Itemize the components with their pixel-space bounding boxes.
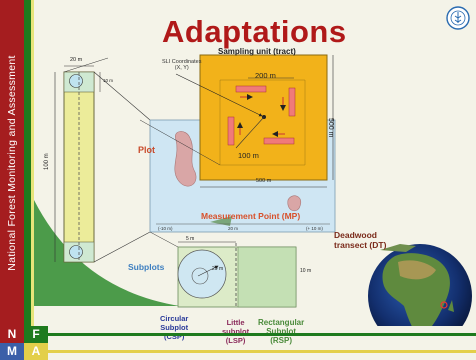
page-title: Adaptations bbox=[162, 14, 347, 49]
letter-n: N bbox=[0, 326, 24, 343]
sub-side-label: 20 m bbox=[212, 266, 224, 272]
plot-width-label: 20 m bbox=[70, 57, 83, 63]
letter-a: A bbox=[24, 343, 48, 360]
tract-bottom-label: 500 m bbox=[256, 178, 272, 184]
ma-row: M A bbox=[0, 343, 476, 360]
csp-radius-arrow bbox=[197, 265, 219, 277]
circular-subplot-label: Circular Subplot (CSP) bbox=[160, 314, 189, 341]
plot-short-label: 10 m bbox=[103, 78, 114, 83]
yellow-divider bbox=[31, 0, 34, 326]
mp-mid-label: 20 m bbox=[228, 226, 239, 231]
nf-row: N F bbox=[0, 326, 476, 343]
little-subplot-area bbox=[191, 267, 209, 285]
sidebar-band bbox=[0, 0, 24, 326]
nfma-bands: N F M A bbox=[0, 326, 476, 360]
sli-label: SLI Coordinates (X, Y) bbox=[162, 59, 202, 71]
connector-line bbox=[93, 71, 151, 121]
deadwood-label: Deadwood transect (DT) bbox=[334, 230, 387, 250]
green-divider bbox=[24, 0, 31, 326]
tract-side-label: 500 m bbox=[327, 118, 334, 138]
sahara-region bbox=[398, 260, 436, 280]
tract-plot-top bbox=[235, 85, 267, 93]
sampling-diagram bbox=[34, 54, 472, 326]
plot-bottom-circle bbox=[69, 245, 83, 259]
tract-inner-side: 200 m bbox=[255, 71, 276, 80]
plot-map-patch bbox=[210, 216, 232, 226]
green-stripe bbox=[48, 333, 476, 336]
madagascar bbox=[448, 300, 454, 312]
letter-f: F bbox=[24, 326, 48, 343]
tract-offset-label: 100 m bbox=[238, 151, 259, 160]
fao-logo-icon bbox=[446, 6, 470, 30]
plot-length-label: 100 m bbox=[44, 153, 50, 170]
little-subplot-label: Little subplot (LSP) bbox=[222, 318, 250, 345]
plot-map-patch bbox=[174, 131, 197, 187]
sub-right-label: 10 m bbox=[300, 268, 312, 274]
connector-line bbox=[139, 119, 221, 166]
measurement-point-label: Measurement Point (MP) bbox=[201, 211, 301, 221]
mp-right-label: (+ 10 m) bbox=[306, 226, 323, 231]
decorative-swoosh bbox=[34, 200, 180, 306]
connector-line bbox=[63, 57, 109, 73]
subplots-label: Subplots bbox=[128, 262, 165, 272]
plot-top-circle bbox=[69, 74, 83, 88]
location-marker bbox=[440, 301, 448, 309]
tract-label: Sampling unit (tract) bbox=[218, 47, 296, 56]
tract-plot-right bbox=[288, 87, 296, 117]
tract-100m-dim bbox=[235, 116, 265, 149]
connector-line bbox=[93, 231, 151, 263]
letter-m: M bbox=[0, 343, 24, 360]
plot-label: Plot bbox=[138, 145, 155, 155]
plot-map-patch bbox=[287, 195, 302, 212]
yellow-stripe bbox=[48, 350, 476, 353]
rectangular-subplot-label: Rectangular Subplot (RSP) bbox=[258, 318, 305, 345]
rectangular-subplot-area bbox=[237, 246, 297, 308]
tract-plot-left bbox=[227, 116, 235, 146]
europe-edge bbox=[380, 244, 416, 252]
tract-plot-bottom bbox=[263, 137, 295, 145]
sub-top-label: 5 m bbox=[186, 236, 195, 242]
mp-left-label: (-10 m) bbox=[158, 226, 173, 231]
sli-pointer bbox=[175, 73, 263, 117]
connector-line bbox=[149, 231, 179, 248]
